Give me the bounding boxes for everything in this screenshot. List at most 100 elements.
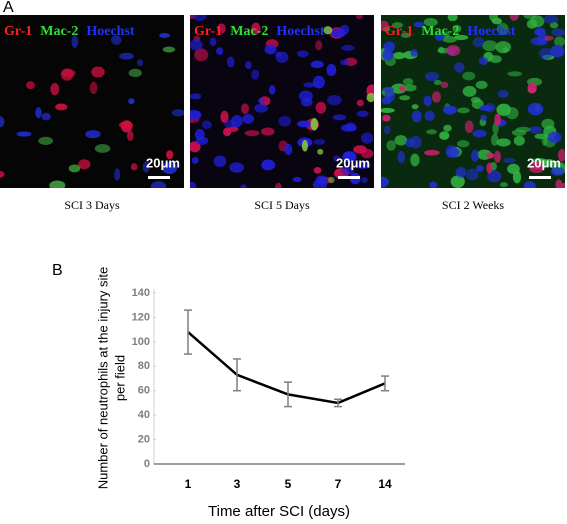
cell [496, 103, 512, 116]
cell [423, 17, 438, 27]
cell [538, 47, 553, 60]
cell [382, 49, 394, 61]
error-bar [233, 358, 241, 392]
cell [326, 63, 337, 77]
cell [424, 149, 440, 156]
cell [323, 26, 333, 35]
cell [317, 148, 324, 155]
cell [446, 44, 461, 57]
cell [328, 176, 335, 184]
cell [142, 161, 150, 173]
cell [312, 75, 325, 89]
image-background [0, 15, 184, 188]
cell [410, 48, 418, 57]
cell [482, 40, 497, 52]
cell [292, 176, 302, 183]
cell [360, 132, 374, 144]
error-bar [334, 398, 342, 408]
cell [0, 170, 5, 178]
cell [159, 32, 170, 38]
cell [472, 129, 487, 138]
cell [128, 68, 142, 78]
cell [332, 114, 347, 121]
cell [391, 22, 403, 29]
cell [550, 44, 565, 58]
micrograph [0, 15, 184, 188]
cell [356, 110, 369, 118]
cell [340, 165, 355, 176]
cell [251, 69, 260, 80]
cell [431, 91, 441, 103]
cell [381, 107, 395, 113]
cell [26, 81, 35, 90]
y-tick-label: 80 [138, 360, 150, 372]
scale-bar [338, 176, 360, 179]
cell [355, 161, 371, 170]
cell [130, 163, 138, 171]
cell [550, 166, 565, 176]
cell [190, 93, 202, 100]
cell [476, 165, 484, 172]
y-tick-label: 0 [144, 458, 150, 470]
cell [333, 154, 340, 162]
cell [190, 109, 202, 120]
cell [452, 24, 462, 33]
cell [487, 170, 502, 183]
cell [472, 37, 485, 48]
y-tick-label: 120 [132, 311, 150, 323]
stain-label: Mac-2 [40, 24, 78, 39]
cell [190, 141, 201, 153]
cell [455, 166, 467, 178]
cell [313, 166, 322, 174]
cells [190, 15, 374, 188]
cell [245, 61, 252, 70]
y-tick-label: 100 [132, 336, 150, 348]
data-line [187, 331, 386, 405]
cell [513, 135, 525, 146]
stain-label: Gr-1 [4, 24, 32, 39]
cell [512, 170, 522, 184]
scale-label: 20μm [527, 155, 561, 170]
cell [523, 15, 537, 20]
cell [355, 15, 364, 20]
cell [341, 44, 355, 52]
x-tick-label: 14 [378, 477, 392, 491]
y-tick-label: 20 [138, 433, 150, 445]
cell [312, 179, 328, 188]
cell [443, 124, 452, 132]
cell [527, 102, 544, 116]
cell [315, 101, 327, 114]
micrograph [381, 15, 565, 188]
x-tick-label: 1 [185, 477, 192, 491]
cell [284, 143, 293, 156]
cell [384, 89, 395, 103]
cell [297, 120, 312, 128]
cell [261, 159, 276, 171]
cell [434, 32, 445, 42]
y-tick-label: 140 [132, 287, 150, 299]
cell [275, 182, 282, 188]
cell [479, 105, 493, 111]
cell [447, 15, 458, 22]
cell [494, 113, 502, 127]
cell [454, 34, 469, 41]
cell [114, 168, 121, 181]
cell [456, 140, 470, 148]
scale-bar [529, 176, 551, 179]
cell [527, 82, 537, 94]
stain-label: Hoechst [276, 24, 325, 39]
cell [217, 23, 226, 34]
cell [471, 149, 479, 162]
image-caption: SCI 5 Days [254, 198, 310, 212]
x-tick-label: 7 [335, 477, 342, 491]
cell [503, 157, 516, 163]
cell [509, 15, 519, 21]
cell [41, 112, 51, 121]
cell [478, 57, 489, 66]
x-tick-label: 3 [234, 477, 241, 491]
error-bar [184, 309, 192, 355]
cell [366, 92, 374, 103]
cell [551, 28, 565, 37]
cell [191, 156, 199, 164]
